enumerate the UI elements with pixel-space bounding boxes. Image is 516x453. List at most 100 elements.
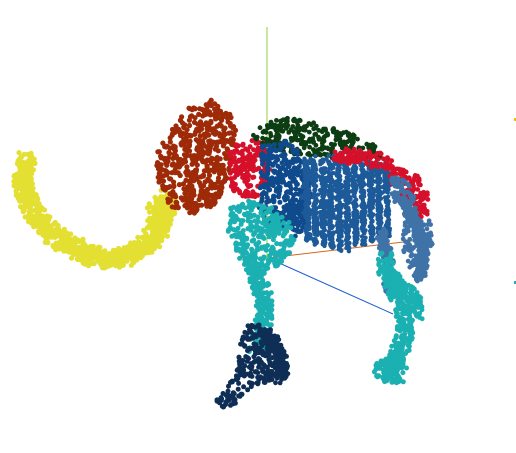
ribs-point	[326, 159, 331, 164]
back-ridge-point	[253, 136, 259, 142]
head-point	[217, 168, 223, 174]
tusk-point	[27, 154, 33, 160]
ribs-point	[354, 183, 359, 189]
head-point	[199, 106, 205, 113]
ribs-point	[305, 172, 311, 177]
neck-point	[231, 188, 237, 194]
hind-legs-point	[424, 249, 430, 255]
head-point	[167, 139, 173, 145]
shoulder-torso-point	[285, 207, 290, 213]
ribs-point	[345, 188, 350, 194]
hind-legs-point	[409, 252, 415, 257]
hind-legs-point	[412, 205, 418, 211]
back-ridge-point	[325, 132, 331, 138]
ribs-point	[367, 197, 372, 202]
tusk-point	[159, 214, 165, 221]
tusk-point	[72, 237, 78, 243]
tusk-point	[76, 251, 82, 257]
back-ridge-point	[276, 135, 282, 141]
back-ridge-point	[261, 128, 267, 134]
tusk-point	[33, 223, 39, 229]
ribs-point	[351, 164, 356, 169]
tusk-point	[74, 256, 80, 262]
tusk-point	[126, 250, 132, 256]
head-point	[231, 132, 237, 138]
shoulder-torso-point	[279, 160, 285, 166]
head-point	[189, 161, 195, 167]
tusk-point	[99, 259, 105, 265]
tusk-point	[49, 233, 56, 240]
head-point	[198, 174, 204, 180]
head-point	[186, 122, 193, 129]
hind-legs-point	[416, 256, 422, 262]
head-point	[201, 168, 207, 174]
head-point	[175, 205, 181, 211]
ribs-point	[326, 153, 331, 158]
rear-hip-point	[424, 190, 430, 196]
shoulder-torso-point	[278, 166, 284, 172]
upper-legs-point	[254, 223, 260, 229]
neck-point	[337, 151, 343, 157]
tusk-point	[150, 226, 156, 232]
ribs-point	[333, 207, 338, 212]
neck-point	[335, 158, 341, 163]
head-point	[215, 175, 222, 181]
neck-point	[351, 146, 357, 152]
back-ridge-point	[306, 151, 312, 156]
neck-point	[231, 181, 237, 187]
back-ridge-point	[341, 141, 347, 146]
shoulder-torso-point	[288, 186, 294, 192]
tusk-point	[45, 234, 51, 240]
rear-hip-point	[418, 190, 424, 196]
ribs-point	[341, 189, 346, 194]
shoulder-torso-point	[273, 176, 279, 182]
head-point	[203, 201, 209, 207]
ribs-point	[355, 220, 360, 225]
back-ridge-point	[291, 130, 297, 135]
head-point	[230, 125, 236, 131]
head-point	[192, 158, 199, 164]
neck-point	[231, 155, 237, 160]
ribs-point	[355, 173, 360, 179]
head-point	[198, 126, 205, 132]
tusk-point	[148, 217, 154, 223]
ribs-point	[337, 207, 343, 212]
head-point	[180, 160, 186, 166]
neck-point	[375, 157, 380, 162]
tusk-point	[127, 245, 133, 251]
tusk-point	[153, 197, 159, 203]
neck-point	[368, 164, 374, 170]
head-point	[177, 172, 183, 179]
back-ridge-point	[337, 138, 343, 144]
ribs-point	[314, 206, 319, 211]
shoulder-torso-point	[277, 147, 283, 153]
tusk-point	[24, 182, 30, 188]
head-point	[189, 176, 195, 182]
back-ridge-point	[306, 129, 312, 135]
neck-point	[389, 158, 395, 164]
head-point	[217, 116, 224, 122]
hind-legs-point	[420, 228, 426, 233]
ribs-point	[372, 198, 377, 204]
shoulder-torso-point	[276, 191, 282, 197]
upper-legs-point	[274, 241, 280, 247]
neck-point	[378, 151, 384, 157]
ribs-point	[336, 168, 342, 173]
tusk-point	[104, 259, 110, 265]
shoulder-torso-point	[265, 165, 271, 171]
hind-legs-point	[408, 191, 413, 197]
tusk-point	[68, 255, 75, 261]
head-point	[196, 180, 203, 186]
hind-legs-point	[411, 232, 417, 238]
ribs-point	[333, 180, 338, 186]
ribs-point	[331, 212, 336, 217]
hind-legs-point	[404, 202, 410, 208]
neck-point	[347, 149, 352, 155]
neck-point	[240, 141, 246, 147]
head-point	[172, 170, 178, 176]
shoulder-torso-point	[297, 229, 303, 235]
ribs-point	[302, 162, 307, 167]
upper-legs-point	[281, 220, 287, 226]
